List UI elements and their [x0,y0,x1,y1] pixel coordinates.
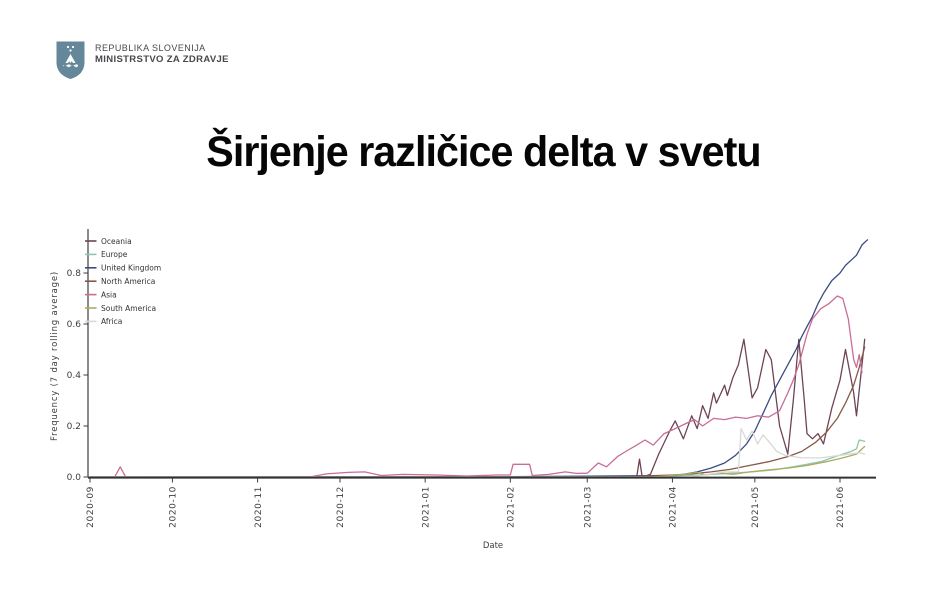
x-tick-label: 2021-06 [836,486,846,528]
chart-legend: Oceania Europe United Kingdom North America… [85,237,161,326]
x-tick-label: 2020-11 [254,486,264,528]
ministry-label: MINISTRSTVO ZA ZDRAVJE [95,54,229,66]
legend-label-asia: Asia [101,290,117,299]
legend-label-south-america: South America [101,304,156,313]
x-tick-label: 2020-10 [169,486,179,528]
republic-label: REPUBLIKA SLOVENIJA [95,43,206,53]
x-tick-label: 2021-03 [583,486,593,528]
series-line-united-kingdom [89,239,869,478]
x-tick-label: 2021-05 [751,486,761,528]
x-tick-label: 2020-12 [336,486,346,528]
x-tick-label: 2021-02 [507,486,517,528]
legend-label-africa: Africa [101,317,122,326]
series-line-europe [89,439,866,478]
y-tick-label: 0.2 [67,422,81,432]
ministry-name-block: REPUBLIKA SLOVENIJA MINISTRSTVO ZA ZDRAV… [95,40,229,66]
series-line-north-america [89,346,866,478]
legend-label-oceania: Oceania [101,237,132,246]
y-tick-label: 0.8 [67,269,82,279]
x-tick-label: 2021-01 [421,486,431,528]
series-line-asia [89,295,863,478]
slovenia-coat-of-arms-logo [56,41,85,79]
x-axis-label: Date [483,541,503,551]
legend-label-europe: Europe [101,250,128,259]
series-line-oceania [89,338,866,478]
y-axis-label: Frequency (7 day rolling average) [50,271,60,441]
legend-label-united-kingdom: United Kingdom [101,264,161,273]
legend-label-north-america: North America [101,277,155,286]
page-title: Širjenje različice delta v svetu [206,128,761,176]
series-line-south-america [89,445,866,478]
chart-axes: 0.0 0.2 0.4 0.6 0.8 2020-09 2020-10 2020-11 2020… [67,229,876,528]
government-header: REPUBLIKA SLOVENIJA MINISTRSTVO ZA ZDRAV… [55,40,229,80]
series-line-africa [89,427,866,478]
chart-series [89,239,869,478]
x-tick-label: 2020-09 [86,486,96,528]
y-tick-label: 0.6 [67,320,82,330]
y-tick-label: 0.4 [67,371,82,381]
y-tick-label: 0.0 [67,473,82,483]
x-tick-label: 2021-04 [669,486,679,528]
